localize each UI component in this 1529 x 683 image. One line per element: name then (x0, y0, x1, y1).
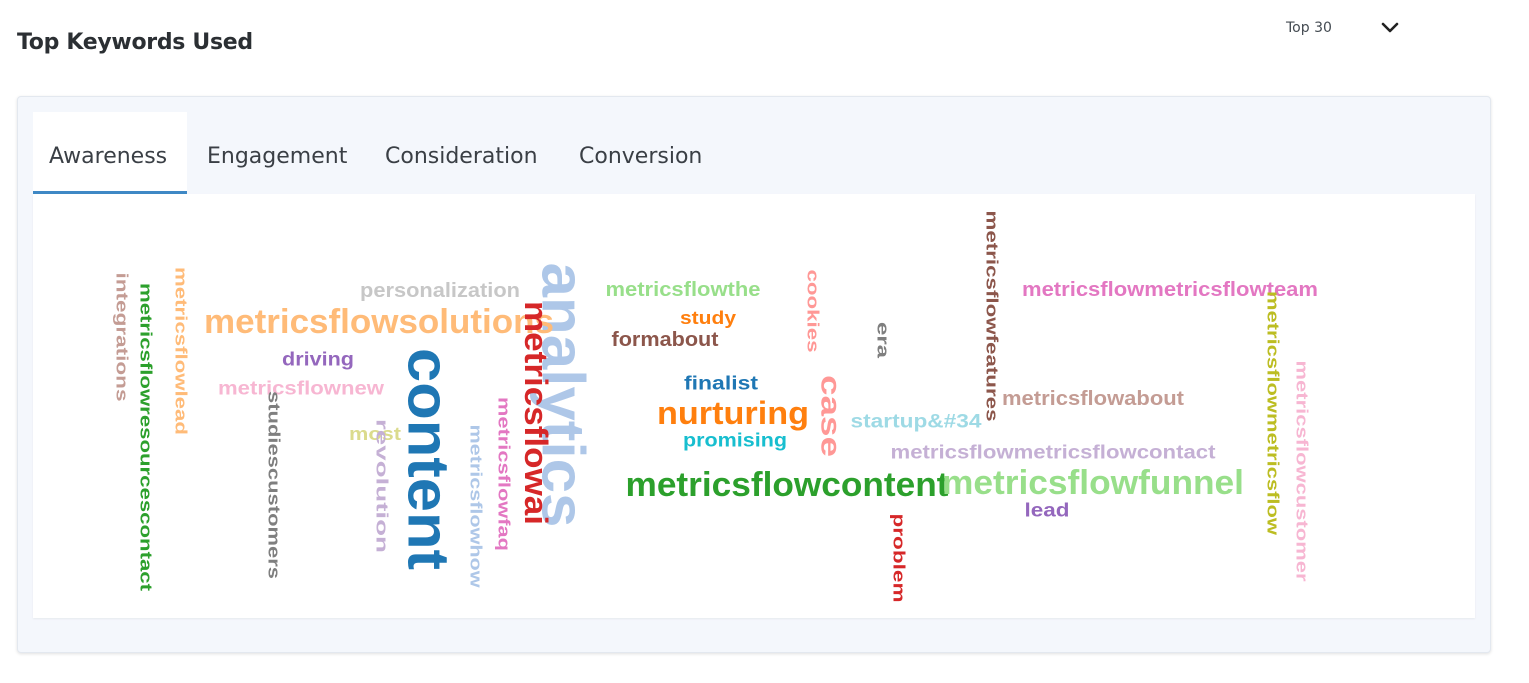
keyword-metricsflowresourcescontact: metricsflowresourcescontact (137, 283, 156, 591)
keywords-panel: Awareness Engagement Consideration Conve… (17, 96, 1491, 653)
keyword-lead: lead (1025, 501, 1070, 522)
keyword-metricsflowfunnel: metricsflowfunnel (942, 464, 1244, 502)
keyword-cookies: cookies (804, 270, 823, 353)
keyword-metricsflowsolutions: metricsflowsolutions (204, 303, 554, 341)
keyword-era: era (874, 322, 893, 359)
keyword-driving: driving (282, 350, 354, 371)
keyword-personalization: personalization (360, 280, 520, 302)
keyword-problem: problem (890, 514, 909, 603)
keyword-metricsflowabout: metricsflowabout (1002, 388, 1184, 410)
tab-consideration[interactable]: Consideration (385, 144, 538, 169)
tab-awareness[interactable]: Awareness (33, 112, 187, 194)
chevron-down-icon[interactable] (1378, 16, 1402, 40)
keyword-most: most (349, 424, 401, 444)
keyword-case: case (816, 375, 847, 457)
keyword-metricsflowlead: metricsflowlead (172, 267, 191, 435)
keyword-metricsflowthe: metricsflowthe (606, 279, 761, 301)
keyword-analytics: analytics (530, 263, 597, 528)
tab-conversion[interactable]: Conversion (579, 144, 703, 169)
keyword-content: content (396, 348, 461, 570)
keyword-metricsflowmetricsflowcontact: metricsflowmetricsflowcontact (891, 443, 1217, 464)
keyword-startup-34: startup&#34 (851, 412, 983, 433)
tab-engagement[interactable]: Engagement (207, 144, 348, 169)
top-n-select-value: Top 30 (1286, 20, 1332, 36)
word-cloud-canvas: analyticscontentmetricsflowsolutionsmetr… (113, 211, 1319, 603)
keyword-metricsflowai: metricsflowai (518, 301, 554, 525)
keyword-metricsflowcontent: metricsflowcontent (626, 466, 949, 504)
keyword-metricsflowcustomer: metricsflowcustomer (1293, 361, 1312, 582)
keyword-revolution: revolution (373, 419, 392, 553)
top-n-select[interactable]: Top 30 (1276, 14, 1426, 44)
keyword-metricsflownew: metricsflownew (218, 379, 384, 400)
keyword-studiescustomers: studiescustomers (265, 391, 284, 579)
keyword-metricsflowfeatures: metricsflowfeatures (983, 211, 1002, 422)
keyword-metricsflowmetricsflowteam: metricsflowmetricsflowteam (1022, 279, 1318, 301)
keyword-nurturing: nurturing (657, 395, 809, 431)
keyword-metricsflowhow: metricsflowhow (467, 425, 486, 589)
keyword-metricsflowfaq: metricsflowfaq (495, 397, 514, 551)
keyword-study: study (680, 308, 736, 328)
keyword-promising: promising (683, 431, 787, 452)
keyword-formabout: formabout (612, 329, 719, 351)
keyword-finalist: finalist (684, 374, 759, 395)
word-cloud: analytics content metricsflowsolutions metr… (33, 194, 1475, 618)
keyword-metricsflowmetricsflow: metricsflowmetricsflow (1264, 291, 1283, 536)
page-title: Top Keywords Used (17, 30, 253, 55)
keyword-integrations: integrations (113, 273, 132, 402)
